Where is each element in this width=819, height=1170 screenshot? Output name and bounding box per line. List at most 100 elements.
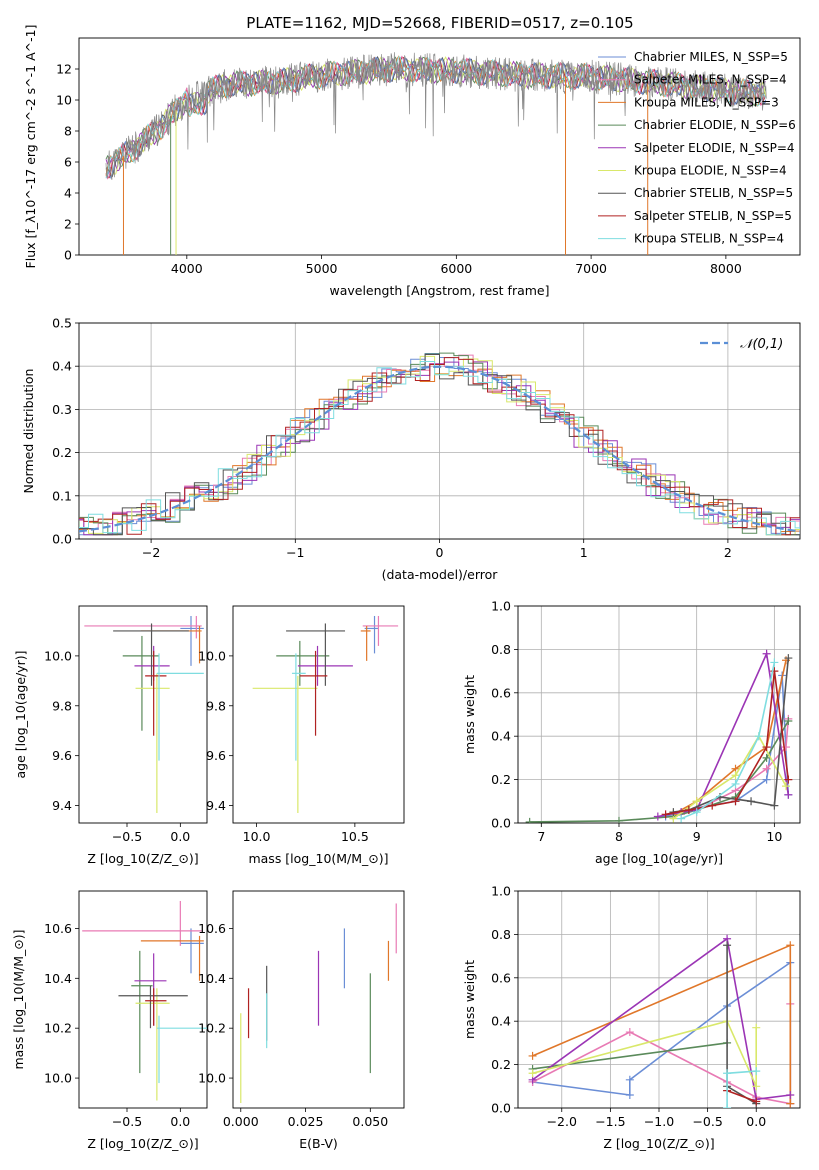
age_vs_Z-plot [84,615,204,814]
spectrum-ytick-label: 0 [64,248,72,263]
weight_vs_age-ytick-label: 0.6 [491,685,511,700]
histogram-xlabel: (data-model)/error [382,567,499,582]
mass_vs_EBV-axes: 0.000 0.025 0.050 10.0 10.2 10.4 10.6 E(B-V) [198,890,405,1151]
weight_vs_age-marker [677,814,686,823]
weight_vs_age-marker [770,801,779,810]
legend-label: Kroupa MILES, N_SSP=3 [634,95,779,109]
spectrum-frame [78,37,801,256]
spectrum-xtick-label: 7000 [575,261,607,276]
spectrum-xlabel: wavelength [Angstrom, rest frame] [329,283,549,298]
weight_vs_Z-series-line [726,1089,757,1103]
histogram-xtick-label: −2 [142,545,160,560]
histogram-ytick-label: 0.0 [52,532,72,547]
age_vs_mass-ytick-label: 9.6 [206,748,226,763]
histogram-legend-label: 𝒩(0,1) [740,337,783,352]
legend-label: Salpeter ELODIE, N_SSP=4 [634,141,795,155]
weight_vs_Z-marker [786,1099,795,1108]
spectrum-ytick-label: 10 [56,93,72,108]
weight_vs_age-ytick-label: 0.4 [491,729,511,744]
histogram-legend: 𝒩(0,1) [700,337,783,352]
weight_vs_Z-xtick-label: −1.5 [595,1114,625,1129]
histogram-ytick-label: 0.3 [52,402,72,417]
weight_vs_Z-marker [723,1069,732,1078]
age_vs_mass-frame [232,605,405,824]
legend-label: Salpeter STELIB, N_SSP=5 [634,209,792,223]
weight_vs_age-xtick-label: 7 [537,829,545,844]
spectrum-ytick-label: 4 [64,186,72,201]
mass_vs_EBV-plot [240,903,397,1104]
spectrum-legend: Chabrier MILES, N_SSP=5 Salpeter MILES, N… [598,50,796,246]
histogram-ytick-label: 0.4 [52,359,72,374]
weight_vs_age-plot [525,649,793,823]
weight_vs_age-marker [731,797,740,806]
weight_vs_age-marker [747,797,756,806]
weight_vs_age-xtick-label: 9 [693,829,701,844]
weight_vs_age-ytick-label: 1.0 [491,599,511,614]
weight_vs_Z-series-line [532,944,792,1104]
mass_vs_EBV-ytick-label: 10.2 [198,1021,226,1036]
weight_vs_age-series-line [672,734,787,820]
weight_vs_Z-marker [528,1069,537,1078]
mass_vs_EBV-xtick-label: 0.000 [223,1114,259,1129]
spectrum-data-line [105,52,767,180]
weight_vs_Z-marker [625,1090,634,1099]
spectrum-ylabel: Flux [f_λ10^-17 erg cm^-2 s^-1 A^-1] [23,25,38,269]
weight_vs_Z-marker [786,1090,795,1099]
weight_vs_Z-ytick-label: 0.8 [491,927,511,942]
histogram-plot [79,352,800,536]
weight_vs_Z-marker [752,1067,761,1076]
mass_vs_EBV-ytick-label: 10.6 [198,921,226,936]
weight_vs_Z-ylabel: mass weight [462,960,477,1039]
weight_vs_Z-xtick-label: −0.5 [692,1114,722,1129]
weight_vs_age-marker [692,797,701,806]
weight_vs_age-marker [762,743,771,752]
legend-label: Kroupa STELIB, N_SSP=4 [634,232,784,246]
age_vs_mass-axes: 10.0 10.5 9.4 9.6 9.8 10.0 mass [log_10(M/M_⊙)… [198,605,405,866]
histogram-xtick-label: 1 [580,545,588,560]
mass_vs_Z-xtick-label: 0.0 [170,1114,190,1129]
age_vs_Z-xtick-label: 0.0 [170,829,190,844]
mass_vs_EBV-xtick-label: 0.050 [352,1114,388,1129]
spectrum-xtick-label: 4000 [171,261,203,276]
histogram-xtick-label: −1 [286,545,304,560]
age_vs_Z-ylabel: age [log_10(age/yr)] [13,650,28,778]
weight_vs_age-marker [754,732,763,741]
weight_vs_Z-ytick-label: 0.2 [491,1057,511,1072]
weight_vs_Z-series-line [532,1020,758,1087]
histogram-xtick-label: 2 [724,545,732,560]
weight_vs_age-marker [731,771,740,780]
age_vs_Z-axes: −0.5 0.0 9.4 9.6 9.8 10.0 Z [log_10(Z/Z_⊙)] age… [13,605,208,866]
age_vs_Z-xlabel: Z [log_10(Z/Z_⊙)] [87,851,198,866]
weight_vs_age-marker [784,717,793,726]
mass_vs_Z-plot [82,900,207,1101]
weight_vs_Z-marker [723,941,732,950]
weight_vs_age-ytick-label: 0.8 [491,642,511,657]
weight_vs_Z-series-line [532,937,791,1101]
plot-layer: 4000 5000 6000 7000 8000024681012wavelength … [11,25,801,1151]
weight_vs_Z-frame [517,890,801,1109]
weight_vs_Z-marker [752,1097,761,1106]
age_vs_mass-xtick-label: 10.5 [341,829,369,844]
spectrum-ytick-label: 12 [56,62,72,77]
spectrum-ytick-label: 8 [64,124,72,139]
age_vs_Z-ytick-label: 10.0 [44,648,72,663]
mass_vs_Z-xlabel: Z [log_10(Z/Z_⊙)] [87,1136,198,1151]
histogram-ytick-label: 0.1 [52,488,72,503]
age_vs_mass-ytick-label: 10.0 [198,648,226,663]
weight_vs_Z-plot [528,934,795,1108]
age_vs_mass-ytick-label: 9.8 [206,698,226,713]
weight_vs_age-marker [762,649,771,658]
age_vs_Z-ytick-label: 9.4 [52,798,72,813]
weight_vs_age-marker [762,775,771,784]
histogram-ytick-label: 0.5 [52,316,72,331]
weight_vs_Z-series-line [532,961,792,1104]
weight_vs_Z-marker [625,1075,634,1084]
weight_vs_age-marker [692,808,701,817]
mass_vs_Z-xtick-label: −0.5 [112,1114,142,1129]
histogram-step-line [79,361,800,536]
legend-label: Kroupa ELODIE, N_SSP=4 [634,164,787,178]
histogram-axes: −2 −1 0 1 2 0.0 0.1 0.2 0.3 0.4 0.5 (data-model)/er… [21,316,801,582]
mass_vs_EBV-ytick-label: 10.4 [198,971,226,986]
weight_vs_age-marker [525,817,534,823]
